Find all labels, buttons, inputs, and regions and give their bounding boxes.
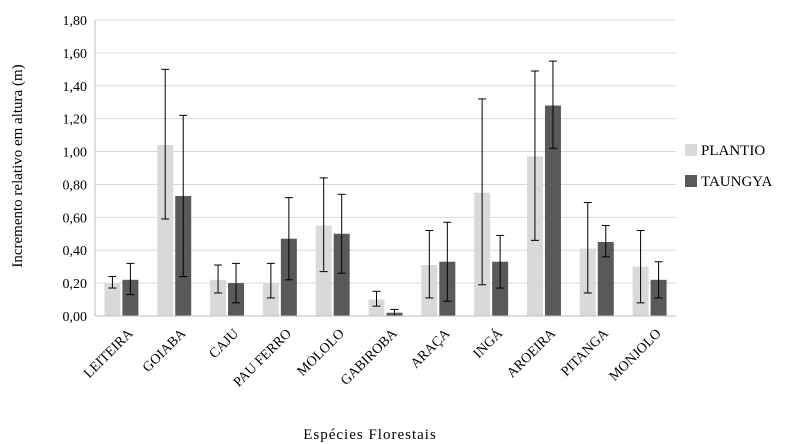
bar-taungya-1: [122, 279, 139, 316]
error-bar-taungya-4: [284, 197, 293, 281]
legend: PLANTIO TAUNGYA: [685, 143, 772, 190]
bar-plantio-4: [262, 283, 279, 316]
legend-item-plantio: PLANTIO: [685, 143, 765, 159]
bar-plantio-3: [210, 279, 227, 316]
error-bar-plantio-8: [478, 98, 487, 286]
error-bars: [108, 60, 663, 317]
y-tick-label: 1,00: [63, 146, 88, 161]
x-tick-label: ARAÇA: [408, 326, 454, 372]
y-axis-title: Incremento relativo em altura (m): [10, 64, 26, 267]
x-axis-title: Espécies Florestais: [303, 427, 437, 443]
error-bar-plantio-9: [530, 70, 539, 241]
x-tick-label: GOIABA: [140, 326, 190, 376]
y-tick-label: 0,20: [63, 277, 88, 292]
x-tick-label: MONJOLO: [607, 326, 665, 384]
error-bar-taungya-2: [179, 114, 188, 278]
x-tick-label: CAJU: [207, 326, 242, 361]
error-bar-taungya-5: [337, 193, 346, 274]
x-tick-label: GABIROBA: [338, 326, 401, 389]
error-bar-plantio-11: [636, 229, 645, 304]
gridlines: [95, 19, 676, 284]
legend-label: PLANTIO: [701, 143, 765, 159]
error-bar-taungya-8: [496, 234, 505, 289]
y-tick-label: 1,40: [63, 80, 88, 95]
y-tick-label: 0,80: [63, 178, 88, 193]
x-tick-label: INGÁ: [469, 324, 506, 361]
error-bar-plantio-1: [108, 276, 117, 289]
error-bar-taungya-9: [548, 60, 557, 149]
y-tick-label: 1,60: [63, 47, 88, 62]
legend-label: TAUNGYA: [701, 174, 772, 190]
y-tick-label: 1,80: [63, 14, 88, 29]
error-bar-plantio-4: [266, 262, 275, 299]
error-bar-plantio-2: [161, 68, 170, 220]
bars: [104, 105, 667, 316]
error-bar-taungya-3: [232, 262, 241, 304]
y-tick-label: 1,20: [63, 113, 88, 128]
x-tick-label: MOLOLO: [295, 326, 348, 379]
error-bar-plantio-10: [583, 202, 592, 294]
bar-taungya-9: [544, 105, 561, 316]
error-bar-plantio-5: [319, 177, 328, 273]
error-bar-taungya-1: [126, 262, 135, 296]
bar-plantio-2: [157, 144, 174, 316]
bar-taungya-8: [492, 261, 509, 316]
error-bar-taungya-10: [601, 225, 610, 258]
x-tick-label: PITANGA: [559, 326, 613, 380]
y-tick-label: 0,60: [63, 211, 88, 226]
y-tick-label: 0,00: [63, 310, 88, 325]
bar-taungya-10: [597, 242, 614, 316]
error-bar-taungya-7: [443, 221, 452, 302]
bar-plantio-1: [104, 283, 121, 316]
legend-item-taungya: TAUNGYA: [685, 174, 772, 190]
bar-taungya-5: [333, 233, 350, 316]
error-bar-taungya-11: [654, 261, 663, 299]
legend-swatch: [685, 175, 697, 187]
error-bar-plantio-7: [425, 229, 434, 299]
bar-plantio-6: [368, 299, 385, 316]
x-tick-label: LEITEIRA: [81, 326, 137, 382]
y-axis: 0,00 0,20 0,40 0,60 0,80 1,00 1,20 1,40 1,60 1,80: [63, 14, 676, 325]
y-tick-label: 0,40: [63, 244, 88, 259]
error-bar-plantio-6: [372, 290, 381, 307]
legend-swatch: [685, 144, 697, 156]
x-tick-label: AROEIRA: [504, 326, 559, 381]
error-bar-plantio-3: [214, 264, 223, 294]
